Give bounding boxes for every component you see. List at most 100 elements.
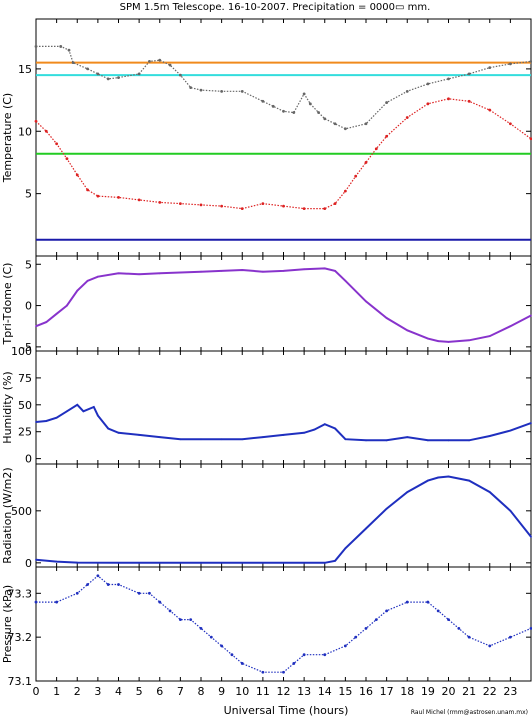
data-point [75,173,79,177]
y-tick-label: 0 [25,557,32,570]
data-point [66,410,68,413]
x-tick-label: 0 [33,685,40,698]
chart-title: SPM 1.5m Telescope. 16-10-2007. Precipit… [120,2,431,13]
x-tick-label: 22 [483,685,497,698]
data-point [447,341,450,343]
y-axis-label: Radiation (W/m2) [1,467,14,563]
plot-frame [35,350,532,465]
data-point [44,129,48,133]
y-tick-label: 73.3 [8,587,33,600]
data-point [467,635,471,639]
data-point [354,635,358,639]
data-point [343,189,347,193]
data-point [406,436,409,438]
x-tick-label: 6 [156,685,163,698]
data-point [35,325,37,328]
data-point [468,339,471,342]
data-point [76,289,79,292]
data-point [426,600,430,604]
data-point [405,89,409,93]
data-point [364,122,368,126]
data-point [529,60,532,63]
data-point [365,527,367,530]
data-point [34,600,38,604]
data-point [96,574,100,578]
data-point [344,279,347,282]
data-point [457,626,461,630]
series-line [35,267,532,343]
y-tick-label: 50 [18,399,32,412]
x-tick-label: 10 [235,685,249,698]
data-point [447,439,450,442]
data-point [55,560,58,563]
plot-frame [35,463,532,568]
data-point [220,89,224,93]
series-line [35,475,532,564]
series-line [36,575,532,673]
panel-3: 0 25 50 75 100 Humidity (%) [1,345,532,466]
data-point [67,48,71,52]
data-point [282,109,285,113]
data-point [303,431,306,434]
data-point [35,421,37,423]
data-point [199,626,203,630]
data-point [158,200,162,204]
x-tick-label: 2 [74,685,81,698]
data-point [426,82,430,86]
data-point [447,97,450,101]
data-point [323,653,327,657]
panel-1: 5 10 15 Temperature (C) [1,18,532,257]
data-point [334,427,336,430]
data-point [333,202,337,206]
data-point [92,406,95,408]
data-point [55,142,59,146]
data-point [178,73,182,77]
data-point [302,207,306,211]
data-point [323,267,326,270]
data-point [334,559,336,562]
plot-frame [35,18,532,257]
data-point [344,438,347,441]
data-point [59,45,63,48]
data-point [334,269,336,272]
data-point [323,561,326,564]
y-tick-label: 10 [18,125,32,138]
data-point [199,203,203,207]
data-point [179,271,182,274]
data-point [240,662,244,665]
data-point [34,45,38,48]
data-point [292,662,296,665]
x-tick-label: 11 [256,685,270,698]
data-point [426,439,429,442]
data-point [447,77,450,81]
x-tick-label: 16 [359,685,373,698]
y-tick-label: -5 [21,341,32,354]
x-tick-label: 18 [400,685,414,698]
data-point [261,436,264,438]
data-point [365,300,367,303]
data-point [138,434,141,436]
data-point [529,137,532,141]
data-point [241,269,244,271]
x-tick-label: 4 [115,685,122,698]
data-point [509,429,512,432]
series-line [35,403,532,442]
data-point [437,476,440,479]
data-point [240,207,244,211]
y-tick-label: 15 [18,63,32,76]
data-point [292,111,296,114]
data-point [282,561,285,564]
x-tick-label: 23 [503,685,517,698]
y-tick-label: 73.1 [8,675,33,688]
data-point [509,509,512,512]
y-axis-label: Temperature (C) [1,93,14,183]
data-point [220,204,224,208]
data-point [323,117,327,121]
data-point [220,269,223,272]
data-point [158,600,162,604]
data-point [200,561,202,564]
data-point [45,321,48,323]
data-point [86,279,89,282]
